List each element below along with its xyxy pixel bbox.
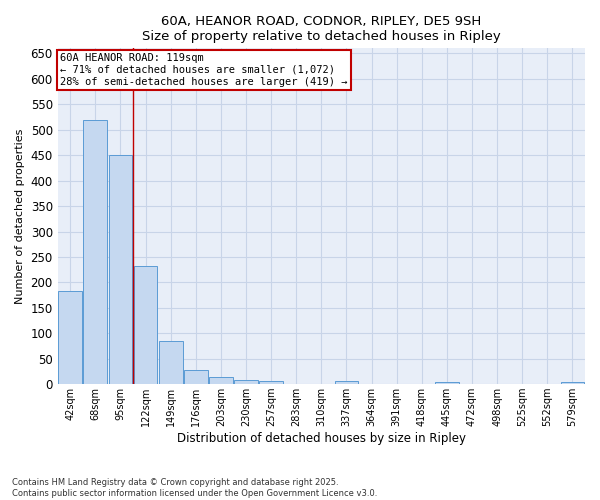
Bar — [335, 380, 358, 384]
Bar — [184, 370, 208, 384]
Bar — [109, 155, 133, 384]
Bar — [259, 381, 283, 384]
Text: 60A HEANOR ROAD: 119sqm
← 71% of detached houses are smaller (1,072)
28% of semi: 60A HEANOR ROAD: 119sqm ← 71% of detache… — [61, 54, 348, 86]
Bar — [560, 382, 584, 384]
Bar — [435, 382, 459, 384]
Bar — [83, 120, 107, 384]
Y-axis label: Number of detached properties: Number of detached properties — [15, 128, 25, 304]
X-axis label: Distribution of detached houses by size in Ripley: Distribution of detached houses by size … — [177, 432, 466, 445]
Bar — [234, 380, 258, 384]
Bar — [134, 266, 157, 384]
Bar — [159, 341, 182, 384]
Bar — [58, 291, 82, 384]
Bar — [209, 376, 233, 384]
Title: 60A, HEANOR ROAD, CODNOR, RIPLEY, DE5 9SH
Size of property relative to detached : 60A, HEANOR ROAD, CODNOR, RIPLEY, DE5 9S… — [142, 15, 501, 43]
Text: Contains HM Land Registry data © Crown copyright and database right 2025.
Contai: Contains HM Land Registry data © Crown c… — [12, 478, 377, 498]
